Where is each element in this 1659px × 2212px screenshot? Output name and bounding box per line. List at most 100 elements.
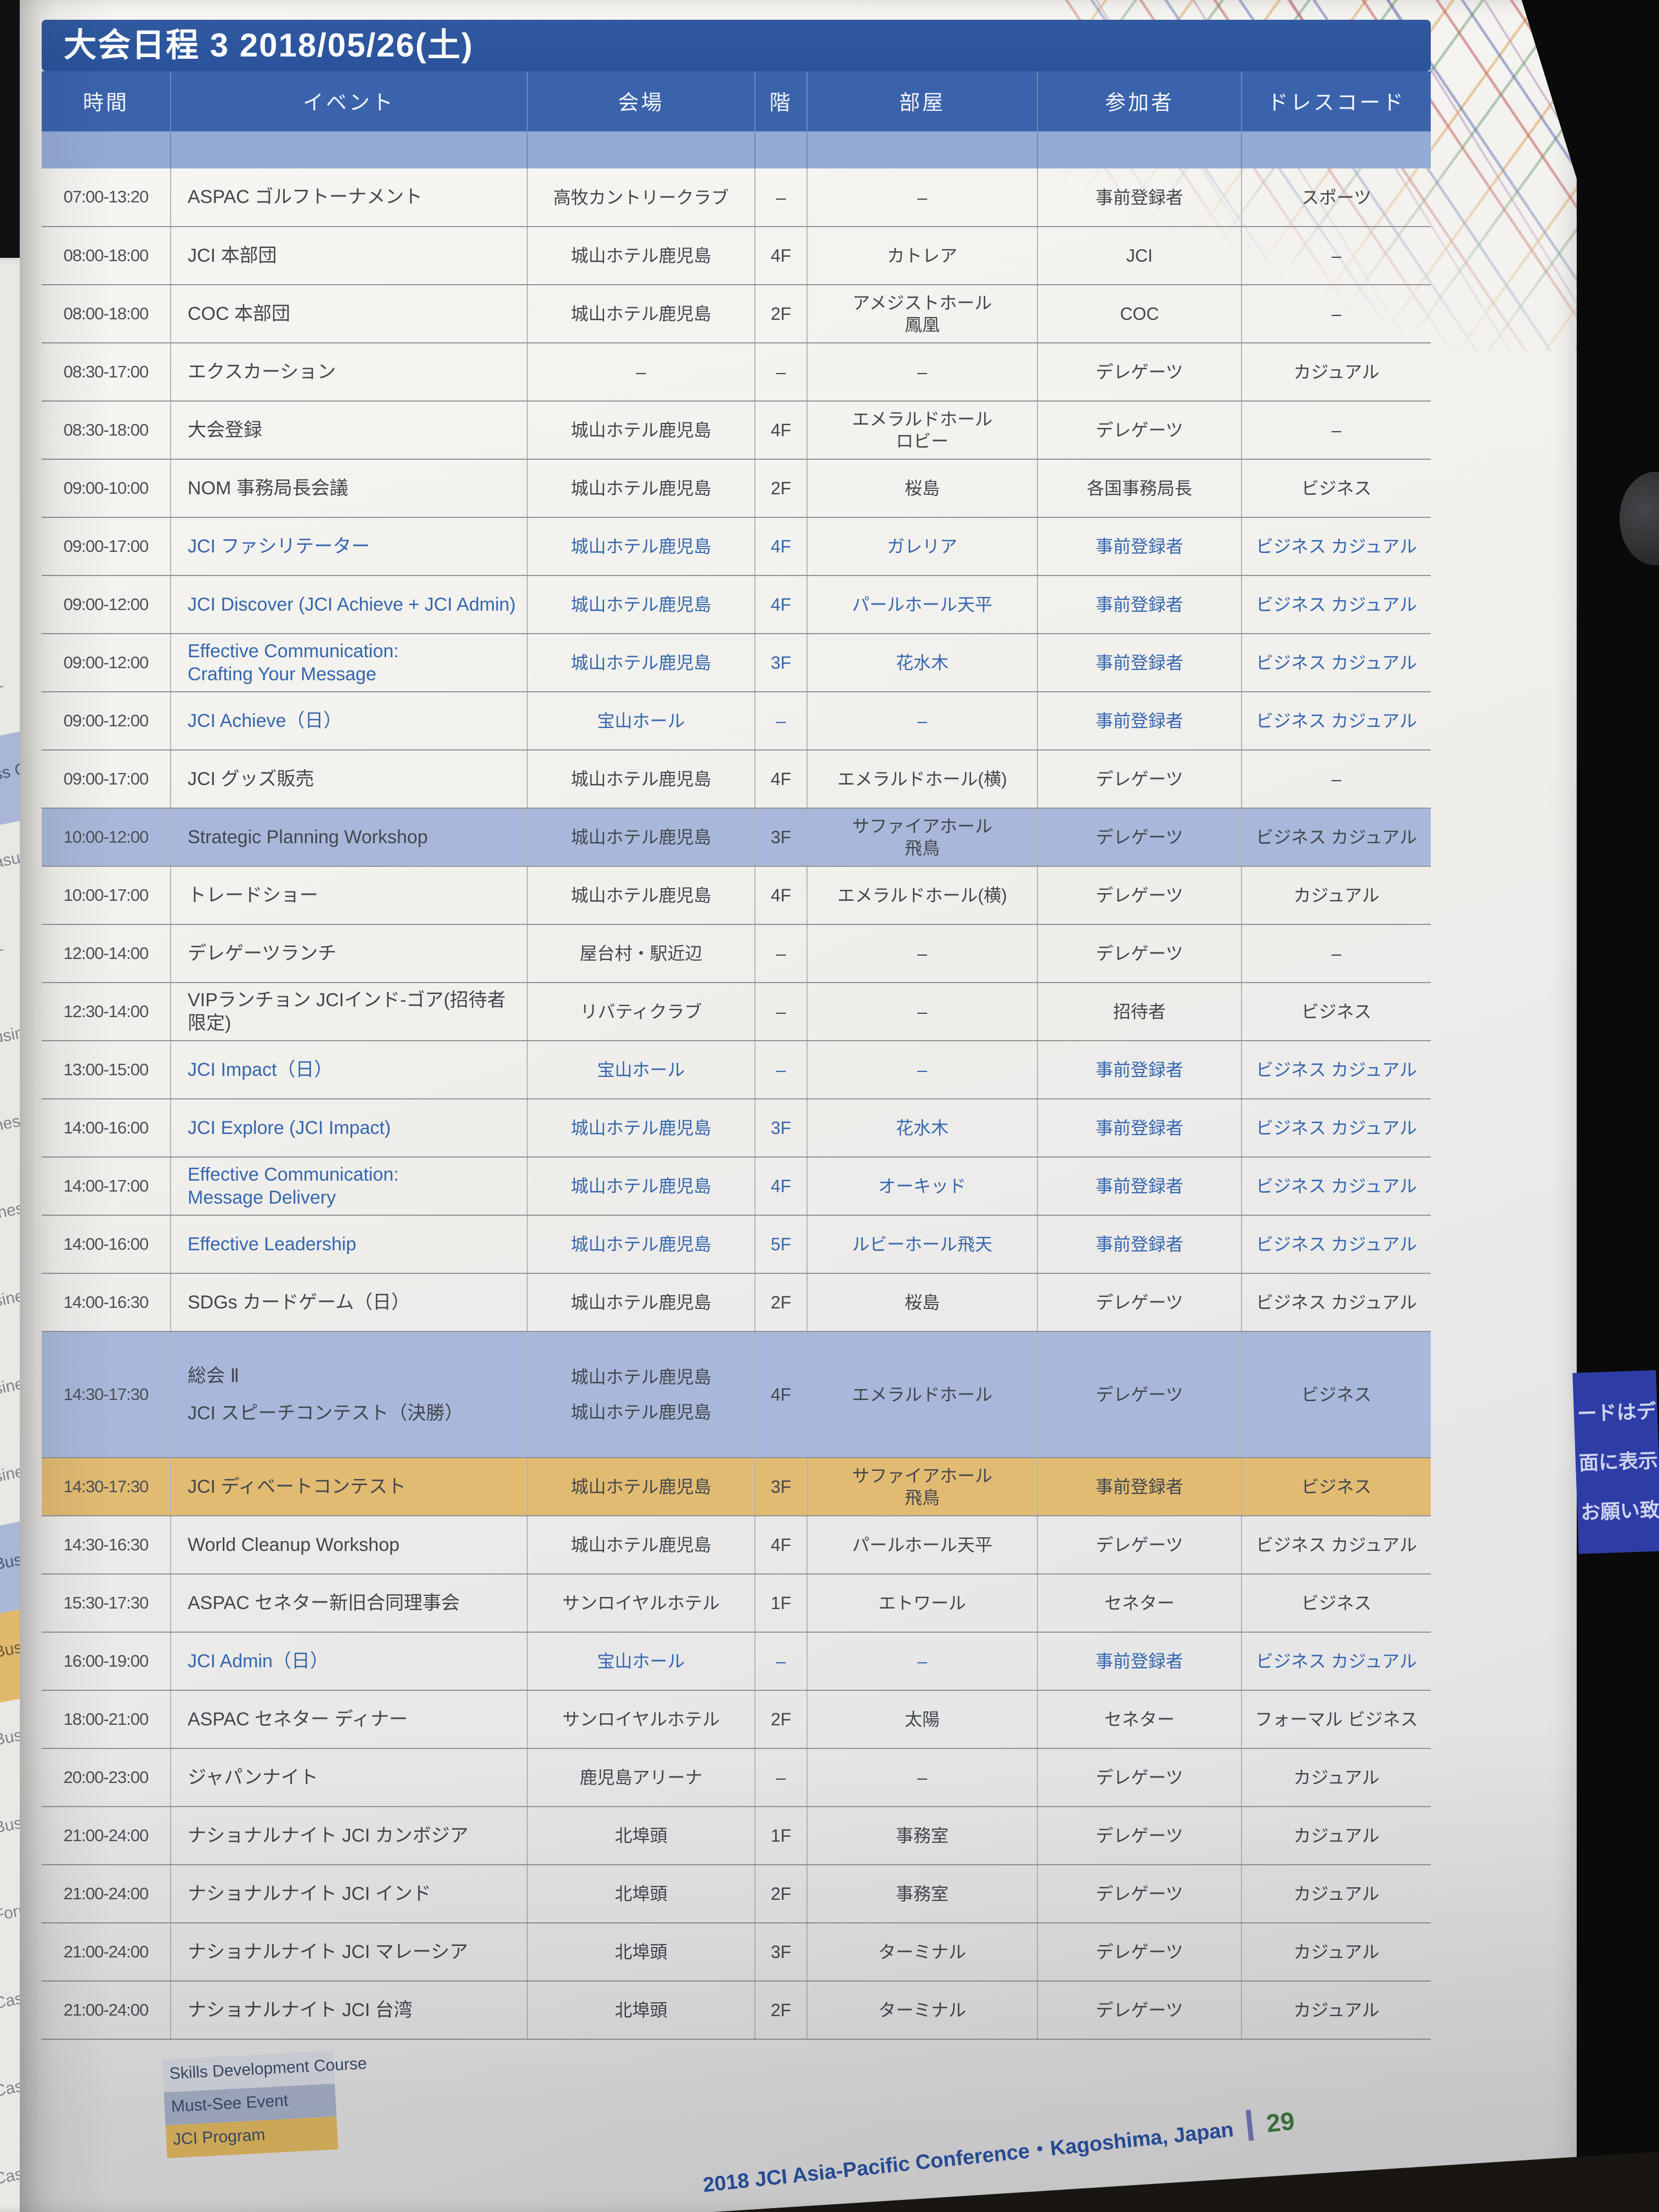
dresscode-cell: ビジネス — [1242, 459, 1431, 518]
table-row: 13:00-15:00 JCI Impact（日） 宝山ホール – – 事前登録… — [42, 1041, 1431, 1099]
dresscode-cell: – — [1242, 227, 1431, 285]
floor-cell: – — [755, 343, 808, 402]
dresscode-cell: ビジネス — [1242, 1574, 1431, 1633]
room-cell: パールホール天平 — [807, 1516, 1038, 1575]
time-cell: 09:00-10:00 — [42, 459, 171, 518]
venue-cell: 高牧カントリークラブ — [527, 168, 755, 227]
event-cell: JCI グッズ販売 — [171, 750, 528, 809]
floor-cell: 1F — [755, 1574, 808, 1633]
time-cell: 21:00-24:00 — [42, 1807, 171, 1865]
participants-cell: デレゲーツ — [1037, 866, 1242, 925]
venue-cell: 城山ホテル鹿児島 — [527, 1099, 755, 1158]
event-cell: JCI Admin（日） — [171, 1632, 528, 1691]
floor-cell: – — [755, 1748, 808, 1807]
time-cell: 07:00-13:20 — [42, 168, 171, 227]
venue-cell: リバティクラブ — [527, 983, 755, 1041]
participants-cell: セネター — [1037, 1574, 1242, 1633]
time-cell: 14:30-16:30 — [42, 1516, 171, 1575]
table-row: 12:00-14:00 デレゲーツランチ 屋台村・駅近辺 – – デレゲーツ – — [42, 924, 1431, 983]
participants-cell: 事前登録者 — [1037, 168, 1242, 227]
dresscode-cell: カジュアル — [1242, 1865, 1431, 1923]
venue-cell: 北埠頭 — [527, 1865, 755, 1923]
floor-cell: 2F — [755, 1690, 808, 1749]
participants-cell: 事前登録者 — [1037, 1157, 1242, 1216]
table-row: 20:00-23:00 ジャパンナイト 鹿児島アリーナ – – デレゲーツ カジ… — [42, 1748, 1431, 1807]
dark-background-right — [1577, 0, 1659, 2212]
time-cell: 08:30-18:00 — [42, 401, 171, 460]
venue-cell: 宝山ホール — [527, 1041, 755, 1099]
event-cell: ナショナルナイト JCI マレーシア — [171, 1923, 528, 1982]
dresscode-cell: カジュアル — [1242, 1807, 1431, 1865]
time-cell: 12:00-14:00 — [42, 924, 171, 983]
event-cell: World Cleanup Workshop — [171, 1516, 528, 1575]
venue-cell: 城山ホテル鹿児島 — [527, 634, 755, 692]
participants-cell: 事前登録者 — [1037, 1099, 1242, 1158]
table-row: 14:00-16:00 JCI Explore (JCI Impact) 城山ホ… — [42, 1099, 1431, 1158]
time-cell: 08:00-18:00 — [42, 285, 171, 343]
participants-cell: 事前登録者 — [1037, 575, 1242, 634]
floor-cell: 3F — [755, 634, 808, 692]
time-cell: 09:00-12:00 — [42, 575, 171, 634]
dresscode-cell: ビジネス カジュアル — [1242, 517, 1431, 576]
event-cell: JCI Achieve（日） — [171, 692, 528, 751]
floor-cell: 3F — [755, 1923, 808, 1982]
venue-cell: 城山ホテル鹿児島 — [527, 1273, 755, 1332]
dresscode-cell: ビジネス カジュアル — [1242, 1516, 1431, 1575]
time-cell: 14:00-16:00 — [42, 1215, 171, 1274]
room-cell: カトレア — [807, 227, 1038, 285]
participants-cell: COC — [1037, 285, 1242, 343]
participants-cell: JCI — [1037, 227, 1242, 285]
schedule-table: 時間 イベント 会場 階 部屋 参加者 ドレスコード 07:00-13:20 A… — [42, 71, 1431, 2040]
room-cell: サファイアホール 飛鳥 — [807, 808, 1038, 867]
floor-cell: – — [755, 1632, 808, 1691]
venue-cell: 城山ホテル鹿児島 — [527, 1215, 755, 1274]
program-page: 大会日程 3 2018/05/26(土) 時間 イベント 会場 階 部屋 参加者… — [20, 0, 1600, 2212]
participants-cell: 各国事務局長 — [1037, 459, 1242, 518]
time-cell: 18:00-21:00 — [42, 1690, 171, 1749]
room-cell: オーキッド — [807, 1157, 1038, 1216]
event-cell: JCI Discover (JCI Achieve + JCI Admin) — [171, 575, 528, 634]
table-row: 10:00-12:00 Strategic Planning Workshop … — [42, 808, 1431, 867]
venue-cell: 城山ホテル鹿児島 — [527, 575, 755, 634]
floor-cell: 2F — [755, 285, 808, 343]
table-row: 14:00-16:30 SDGs カードゲーム（日） 城山ホテル鹿児島 2F 桜… — [42, 1273, 1431, 1332]
room-cell: ルビーホール飛天 — [807, 1215, 1038, 1274]
room-cell: 桜島 — [807, 1273, 1038, 1332]
venue-cell: 城山ホテル鹿児島 — [527, 1458, 755, 1516]
time-cell: 14:30-17:30 — [42, 1331, 171, 1458]
event-cell: ナショナルナイト JCI インド — [171, 1865, 528, 1923]
event-cell: ナショナルナイト JCI カンボジア — [171, 1807, 528, 1865]
dresscode-cell: ビジネス カジュアル — [1242, 634, 1431, 692]
floor-cell: 3F — [755, 1458, 808, 1516]
table-row: 21:00-24:00 ナショナルナイト JCI インド 北埠頭 2F 事務室 … — [42, 1865, 1431, 1923]
event-cell: エクスカーション — [171, 343, 528, 402]
page-number: 29 — [1265, 2106, 1296, 2138]
legend-label: Skills Development Course — [169, 2054, 368, 2083]
participants-cell: 招待者 — [1037, 983, 1242, 1041]
dresscode-cell: カジュアル — [1242, 1981, 1431, 2040]
table-row: 14:30-16:30 World Cleanup Workshop 城山ホテル… — [42, 1516, 1431, 1575]
table-row: 10:00-17:00 トレードショー 城山ホテル鹿児島 4F エメラルドホール… — [42, 866, 1431, 925]
floor-cell: 4F — [755, 1516, 808, 1575]
room-cell: パールホール天平 — [807, 575, 1038, 634]
table-row: 14:30-17:30 総会 Ⅱ JCI スピーチコンテスト（決勝） 城山ホテル… — [42, 1331, 1431, 1458]
dresscode-cell: ビジネス カジュアル — [1242, 1157, 1431, 1216]
page-title: 大会日程 3 2018/05/26(土) — [42, 20, 1431, 71]
floor-cell: 1F — [755, 1807, 808, 1865]
room-cell: エメラルドホール — [807, 1331, 1038, 1458]
floor-cell: – — [755, 924, 808, 983]
venue-cell: 城山ホテル鹿児島 — [527, 866, 755, 925]
participants-cell: デレゲーツ — [1037, 401, 1242, 460]
floor-cell: 2F — [755, 1273, 808, 1332]
header-time: 時間 — [42, 71, 171, 168]
dresscode-cell: カジュアル — [1242, 866, 1431, 925]
room-cell: – — [807, 1041, 1038, 1099]
event-cell: JCI ディベートコンテスト — [171, 1458, 528, 1516]
time-cell: 21:00-24:00 — [42, 1981, 171, 2040]
screen-text-line: ードはデ — [1577, 1400, 1657, 1425]
event-cell: COC 本部団 — [171, 285, 528, 343]
floor-cell: 4F — [755, 1157, 808, 1216]
venue-cell: 城山ホテル鹿児島 — [527, 401, 755, 460]
floor-cell: – — [755, 1041, 808, 1099]
